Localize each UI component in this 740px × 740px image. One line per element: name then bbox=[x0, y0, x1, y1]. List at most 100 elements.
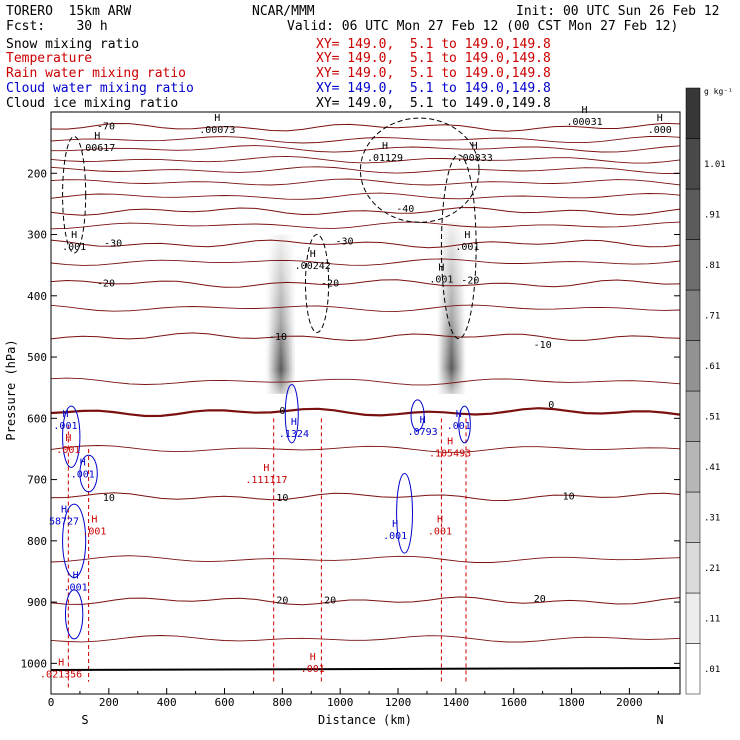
y-tick-label: 900 bbox=[27, 596, 47, 609]
colorbar-segment bbox=[685, 87, 701, 139]
maximum-value-label: .001 bbox=[447, 421, 471, 432]
maximum-marker: H bbox=[291, 417, 297, 428]
maximum-marker: H bbox=[420, 415, 426, 426]
maximum-value-label: .001 bbox=[455, 242, 479, 253]
x-tick-label: 1200 bbox=[385, 696, 412, 709]
isotherm-label: -20 bbox=[97, 279, 115, 290]
y-tick-label: 400 bbox=[27, 290, 47, 303]
field-cloudice-xy: XY= 149.0, 5.1 to 149.0,149.8 bbox=[316, 96, 551, 111]
isotherm-line bbox=[50, 206, 681, 216]
isotherm-line bbox=[50, 166, 681, 175]
maximum-marker: H bbox=[58, 658, 64, 669]
isotherm-label: -20 bbox=[461, 275, 479, 286]
isotherm-label: 10 bbox=[563, 492, 575, 503]
field-snow-xy: XY= 149.0, 5.1 to 149.0,149.8 bbox=[316, 37, 551, 52]
maximum-marker: H bbox=[447, 436, 453, 447]
maximum-value-label: .111117 bbox=[245, 475, 287, 486]
maximum-value-label: .001 bbox=[71, 469, 95, 480]
cloudwater-contour bbox=[396, 472, 413, 554]
maximum-value-label: 58727 bbox=[49, 516, 79, 527]
colorbar-segment bbox=[685, 340, 701, 392]
isotherm-line bbox=[50, 445, 681, 453]
valid-time: Valid: 06 UTC Mon 27 Feb 12 (00 CST Mon … bbox=[287, 19, 679, 34]
maximum-marker: H bbox=[94, 131, 100, 142]
y-tick-label: 300 bbox=[27, 229, 47, 242]
maximum-value-label: .001 bbox=[82, 526, 106, 537]
y-axis-title: Pressure (hPa) bbox=[4, 339, 18, 440]
x-tick-label: 0 bbox=[48, 696, 55, 709]
colorbar-segment bbox=[685, 138, 701, 190]
maximum-value-label: .001 bbox=[429, 274, 453, 285]
maximum-marker: H bbox=[71, 230, 77, 241]
x-tick-label: 2000 bbox=[616, 696, 643, 709]
field-cloudwater-label: Cloud water mixing ratio bbox=[6, 81, 194, 96]
field-cloudwater-xy: XY= 149.0, 5.1 to 149.0,149.8 bbox=[316, 81, 551, 96]
maximum-marker: H bbox=[263, 463, 269, 474]
cloudwater-contour bbox=[79, 454, 98, 493]
isotherm-line bbox=[50, 155, 681, 164]
init-time: Init: 00 UTC Sun 26 Feb 12 bbox=[516, 4, 720, 19]
maximum-marker: H bbox=[657, 113, 663, 124]
colorbar-segment bbox=[685, 239, 701, 291]
cloudice-contour bbox=[62, 136, 87, 254]
isotherm-label: -40 bbox=[396, 204, 414, 215]
maximum-marker: H bbox=[456, 409, 462, 420]
x-tick-label: 1800 bbox=[558, 696, 585, 709]
field-snow-label: Snow mixing ratio bbox=[6, 37, 140, 52]
maximum-value-label: .001 bbox=[428, 526, 452, 537]
colorbar-segment bbox=[685, 188, 701, 240]
colorbar-segment bbox=[685, 390, 701, 442]
isotherm-line bbox=[50, 596, 681, 606]
maximum-value-label: .00833 bbox=[457, 153, 493, 164]
isotherm-label: 0 bbox=[548, 400, 554, 411]
field-temperature-xy: XY= 149.0, 5.1 to 149.0,149.8 bbox=[316, 51, 551, 66]
isotherm-label: 20 bbox=[534, 594, 546, 605]
isotherm-line bbox=[50, 239, 681, 249]
maximum-value-label: .1324 bbox=[279, 429, 309, 440]
isotherm-line bbox=[50, 304, 681, 312]
maximum-value-label: .0793 bbox=[408, 427, 438, 438]
x-tick-label: 1400 bbox=[443, 696, 470, 709]
maximum-value-label: .001 bbox=[56, 445, 80, 456]
colorbar-segment bbox=[685, 542, 701, 594]
maximum-value-label: .001 bbox=[64, 583, 88, 594]
field-temperature-label: Temperature bbox=[6, 51, 93, 66]
x-tick-label: 1600 bbox=[500, 696, 527, 709]
colorbar-level-label: .01 bbox=[704, 665, 720, 675]
y-tick-label: 600 bbox=[27, 412, 47, 425]
maximum-marker: H bbox=[472, 141, 478, 152]
colorbar-segment bbox=[685, 491, 701, 543]
maximum-value-label: .00073 bbox=[199, 125, 235, 136]
maximum-marker: H bbox=[73, 571, 79, 582]
isotherm-line bbox=[50, 377, 681, 386]
cloudice-contour bbox=[440, 154, 477, 340]
field-rain-xy: XY= 149.0, 5.1 to 149.0,149.8 bbox=[316, 66, 551, 81]
isotherm-line bbox=[50, 635, 681, 643]
maximum-marker: H bbox=[310, 652, 316, 663]
isotherm-line bbox=[50, 192, 681, 200]
maximum-value-label: .000 bbox=[648, 125, 672, 136]
x-tick-label: 1000 bbox=[327, 696, 354, 709]
model-title: TORERO 15km ARW bbox=[6, 4, 132, 19]
isotherm-line bbox=[50, 258, 681, 266]
isotherm-label: -20 bbox=[321, 279, 339, 290]
colorbar-level-label: .11 bbox=[704, 614, 720, 624]
ground-line bbox=[50, 667, 681, 671]
isotherm-line bbox=[50, 221, 681, 230]
x-tick-label: 200 bbox=[99, 696, 119, 709]
colorbar-level-label: .81 bbox=[704, 261, 720, 271]
maximum-value-label: .001 bbox=[53, 421, 77, 432]
isotherm-label: 10 bbox=[276, 493, 288, 504]
x-end-label-north: N bbox=[656, 713, 663, 727]
colorbar-segment bbox=[685, 592, 701, 644]
isotherm-label: 20 bbox=[324, 595, 336, 606]
maximum-value-label: .001 bbox=[62, 242, 86, 253]
colorbar-level-label: .71 bbox=[704, 311, 720, 321]
maximum-value-label: .00617 bbox=[79, 143, 115, 154]
colorbar: .01 .11 .21 .31 .41 .51 .61 .71 .81 .91 1.01 bbox=[685, 87, 726, 695]
cloudwater-contour bbox=[410, 399, 425, 432]
center-label: NCAR/MMM bbox=[252, 4, 315, 19]
maximum-marker: H bbox=[392, 519, 398, 530]
colorbar-level-label: .91 bbox=[704, 210, 720, 220]
